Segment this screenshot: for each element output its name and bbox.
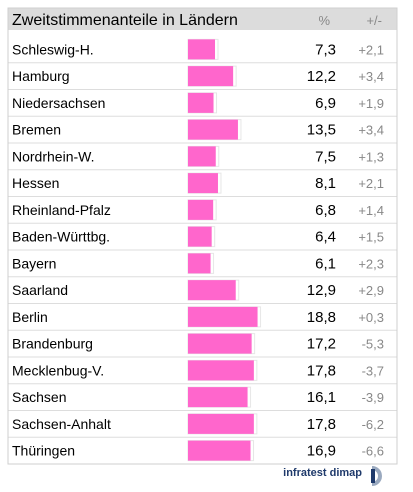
category-label: Rheinland-Pfalz (12, 202, 111, 218)
bar (188, 440, 251, 461)
change-label: +2,3 (358, 256, 384, 271)
chart-title: Zweitstimmenanteile in Ländern (12, 12, 238, 29)
change-label: +2,1 (358, 42, 384, 57)
data-label: 17,8 (307, 362, 336, 379)
data-label: 18,8 (307, 309, 336, 326)
category-label: Bayern (12, 255, 56, 271)
data-label: 7,5 (315, 148, 336, 165)
category-label: Thüringen (12, 443, 75, 459)
data-label: 6,8 (315, 202, 336, 219)
header-background (8, 8, 397, 30)
data-label: 6,9 (315, 95, 336, 112)
category-label: Nordrhein-W. (12, 148, 94, 164)
change-label: +1,3 (358, 149, 384, 164)
data-label: 17,8 (307, 416, 336, 433)
change-label: +2,9 (358, 283, 384, 298)
bar (188, 387, 248, 408)
change-column-header: +/- (366, 13, 382, 28)
chart-row: Bremen 13,5 +3,4 (8, 119, 397, 144)
chart-row: Baden-Württbg. 6,4 +1,5 (8, 226, 397, 251)
change-label: -5,3 (362, 337, 384, 352)
chart-row: Hamburg 12,2 +3,4 (8, 65, 397, 90)
chart-row: Thüringen 16,9 -6,6 (8, 440, 397, 465)
category-label: Sachsen (12, 389, 66, 405)
bar (188, 119, 238, 140)
chart-row: Saarland 12,9 +2,9 (8, 279, 397, 304)
category-label: Hamburg (12, 68, 70, 84)
category-label: Schleswig-H. (12, 41, 94, 57)
chart-row: Sachsen 16,1 -3,9 (8, 386, 397, 411)
data-label: 8,1 (315, 175, 336, 192)
change-label: +2,1 (358, 176, 384, 191)
category-label: Mecklenbug-V. (12, 362, 104, 378)
change-label: -3,9 (362, 390, 384, 405)
chart-rows: Schleswig-H. 7,3 +2,1 Hamburg 12,2 +3,4 Nieder… (8, 38, 397, 465)
category-label: Bremen (12, 122, 61, 138)
data-label: 12,9 (307, 282, 336, 299)
bar (188, 280, 236, 301)
data-label: 6,1 (315, 255, 336, 272)
category-label: Saarland (12, 282, 68, 298)
category-label: Niedersachsen (12, 95, 105, 111)
bar (188, 173, 218, 194)
bar (188, 360, 254, 381)
chart-row: Sachsen-Anhalt 17,8 -6,2 (8, 413, 397, 438)
category-label: Brandenburg (12, 336, 93, 352)
data-label: 12,2 (307, 68, 336, 85)
chart-row: Rheinland-Pfalz 6,8 +1,4 (8, 199, 397, 224)
category-label: Hessen (12, 175, 59, 191)
data-label: 16,9 (307, 443, 336, 460)
chart-row: Brandenburg 17,2 -5,3 (8, 333, 397, 358)
data-label: 6,4 (315, 229, 336, 246)
data-label: 13,5 (307, 122, 336, 139)
bar (188, 146, 216, 167)
category-label: Sachsen-Anhalt (12, 416, 111, 432)
change-label: +0,3 (358, 310, 384, 325)
chart-row: Hessen 8,1 +2,1 (8, 172, 397, 197)
change-label: -6,2 (362, 417, 384, 432)
brand-label: infratest dimap (283, 467, 362, 479)
bar (188, 39, 216, 60)
data-label: 7,3 (315, 41, 336, 58)
bar (188, 226, 212, 247)
bar (188, 333, 252, 354)
chart-frame (7, 7, 398, 465)
bar (188, 306, 258, 327)
data-label: 17,2 (307, 336, 336, 353)
change-label: +1,5 (358, 230, 384, 245)
change-label: +1,9 (358, 96, 384, 111)
bar (188, 66, 234, 87)
category-label: Baden-Württbg. (12, 229, 110, 245)
category-label: Berlin (12, 309, 48, 325)
chart-row: Berlin 18,8 +0,3 (8, 306, 397, 331)
chart-row: Mecklenbug-V. 17,8 -3,7 (8, 359, 397, 385)
chart-row: Nordrhein-W. 7,5 +1,3 (8, 145, 397, 171)
brand-logo-icon (371, 466, 382, 486)
value-column-header: % (318, 13, 330, 28)
bar (188, 92, 214, 113)
change-label: +1,4 (358, 203, 384, 218)
chart-row: Schleswig-H. 7,3 +2,1 (8, 38, 397, 64)
change-label: -6,6 (362, 444, 384, 459)
change-label: +3,4 (358, 69, 384, 84)
change-label: +3,4 (358, 123, 384, 138)
footer: infratest dimap (283, 466, 382, 486)
data-label: 16,1 (307, 389, 336, 406)
change-label: -3,7 (362, 363, 384, 378)
bar (188, 413, 254, 434)
bar (188, 199, 214, 220)
chart-row: Niedersachsen 6,9 +1,9 (8, 92, 397, 117)
bar (188, 253, 211, 274)
chart-row: Bayern 6,1 +2,3 (8, 252, 397, 278)
